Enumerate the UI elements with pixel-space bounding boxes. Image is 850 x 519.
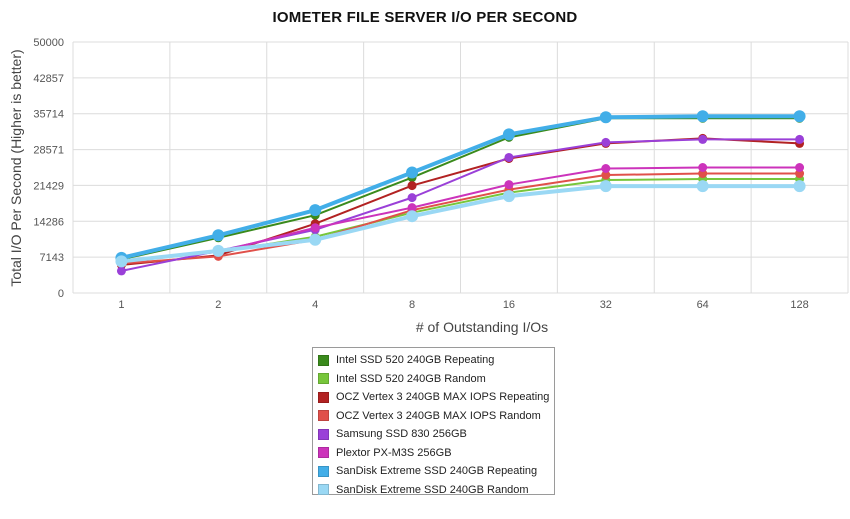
y-tick-label: 14286 <box>33 216 64 228</box>
series-line <box>121 184 800 264</box>
data-point <box>601 170 611 180</box>
data-point <box>212 244 225 257</box>
x-tick-label: 64 <box>697 299 709 311</box>
x-tick-label: 8 <box>409 299 415 311</box>
data-point <box>696 180 709 193</box>
legend: Intel SSD 520 240GB Repeating Intel SSD 5… <box>312 347 555 496</box>
legend-item: OCZ Vertex 3 240GB MAX IOPS Repeating <box>318 388 554 407</box>
y-tick-label: 28571 <box>33 145 64 157</box>
y-axis-label: Total I/O Per Second (Higher is better) <box>8 49 24 286</box>
data-point <box>310 223 320 233</box>
x-tick-label: 16 <box>503 299 515 311</box>
legend-swatch <box>318 447 329 459</box>
legend-swatch <box>318 391 329 403</box>
data-point <box>793 110 806 123</box>
legend-item: SanDisk Extreme SSD 240GB Repeating <box>318 462 554 481</box>
data-point <box>698 134 708 144</box>
legend-item: Intel SSD 520 240GB Random <box>318 370 554 389</box>
data-point <box>407 193 417 203</box>
y-tick-label: 50000 <box>33 37 64 49</box>
series-lines <box>120 114 800 272</box>
legend-item: Plextor PX-M3S 256GB <box>318 444 554 463</box>
data-point <box>793 180 806 193</box>
data-point <box>407 203 417 213</box>
legend-swatch <box>318 354 329 366</box>
legend-label: Intel SSD 520 240GB Random <box>336 372 486 385</box>
legend-label: OCZ Vertex 3 240GB MAX IOPS Random <box>336 409 541 422</box>
data-point <box>795 134 805 144</box>
data-point <box>698 163 708 172</box>
x-tick-label: 32 <box>600 299 612 311</box>
data-point <box>212 229 225 242</box>
y-tick-label: 35714 <box>33 109 64 121</box>
data-point <box>599 180 612 193</box>
legend-label: SanDisk Extreme SSD 240GB Random <box>336 483 529 496</box>
series-line <box>120 114 800 260</box>
legend-label: Plextor PX-M3S 256GB <box>336 446 452 459</box>
data-point <box>696 110 709 123</box>
data-point <box>504 180 514 190</box>
legend-item: OCZ Vertex 3 240GB MAX IOPS Random <box>318 407 554 426</box>
series-line <box>121 172 800 265</box>
data-point <box>599 111 612 124</box>
data-point <box>407 181 417 191</box>
data-point <box>502 190 515 203</box>
legend-item: SanDisk Extreme SSD 240GB Random <box>318 481 554 500</box>
data-point <box>502 128 515 141</box>
legend-swatch <box>318 465 329 477</box>
data-point <box>601 137 611 147</box>
legend-item: Intel SSD 520 240GB Repeating <box>318 351 554 370</box>
legend-swatch <box>318 373 329 385</box>
x-axis-label: # of Outstanding I/Os <box>416 319 548 335</box>
y-tick-label: 7143 <box>40 252 64 264</box>
x-tick-label: 1 <box>118 299 124 311</box>
series-points <box>115 110 806 276</box>
data-point <box>406 210 419 223</box>
x-tick-label: 128 <box>790 299 808 311</box>
x-tick-labels: 1 2 4 8 16 32 64 128 <box>118 299 808 311</box>
data-point <box>406 166 419 179</box>
data-point <box>115 255 128 268</box>
legend-label: Intel SSD 520 240GB Repeating <box>336 354 495 367</box>
y-tick-label: 21429 <box>33 180 64 192</box>
legend-swatch <box>318 410 329 422</box>
x-tick-label: 4 <box>312 299 318 311</box>
legend-label: Samsung SSD 830 256GB <box>336 428 467 441</box>
data-point <box>309 204 322 217</box>
data-point <box>116 266 126 276</box>
x-tick-label: 2 <box>215 299 221 311</box>
y-tick-label: 0 <box>58 288 64 300</box>
legend-swatch <box>318 484 329 496</box>
data-point <box>504 152 514 162</box>
data-point <box>309 233 322 246</box>
legend-label: OCZ Vertex 3 240GB MAX IOPS Repeating <box>336 391 550 404</box>
chart-title: IOMETER FILE SERVER I/O PER SECOND <box>272 9 578 26</box>
legend-swatch <box>318 428 329 440</box>
y-tick-labels: 0 7143 14286 21429 28571 35714 42857 50000 <box>33 37 64 300</box>
y-tick-label: 42857 <box>33 73 64 85</box>
data-point <box>795 163 805 172</box>
legend-item: Samsung SSD 830 256GB <box>318 425 554 444</box>
data-point <box>601 164 611 174</box>
legend-label: SanDisk Extreme SSD 240GB Repeating <box>336 465 538 478</box>
